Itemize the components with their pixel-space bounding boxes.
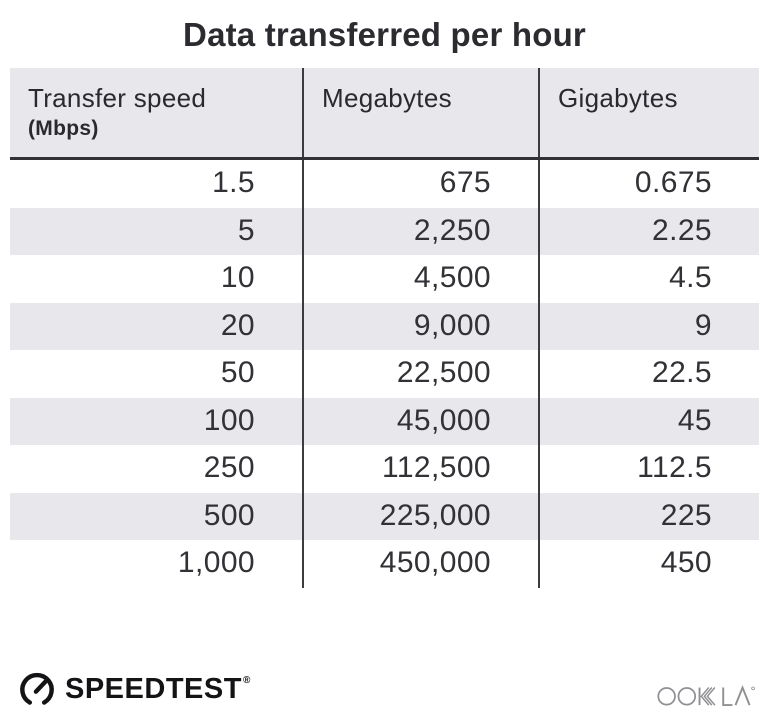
cell-gigabytes: 112.5 [538,445,759,493]
header-cell-gigabytes: Gigabytes [538,68,759,157]
cell-mbps: 10 [220,261,255,294]
table-row: 50 22,500 22.5 [10,350,759,398]
cell-mbps: 250 [203,451,255,484]
data-table: Transfer speed (Mbps) Megabytes Gigabyte… [10,68,759,588]
table-row: 1,000 450,000 450 [10,540,759,588]
header-cell-megabytes: Megabytes [302,68,538,157]
table-row: 100 45,000 45 [10,397,759,445]
cell-megabytes: 22,500 [302,350,538,398]
speedtest-logo: SPEEDTEST® [18,670,250,708]
cell-mbps: 100 [203,403,255,437]
cell-gigabytes: 9 [538,302,759,350]
header-label-transfer-speed: Transfer speed [28,83,207,113]
page-title: Data transferred per hour [183,16,586,53]
cell-megabytes: 9,000 [302,302,538,350]
ookla-logo [657,683,757,708]
cell-megabytes: 2,250 [302,207,538,255]
cell-gigabytes: 225 [538,492,759,540]
cell-megabytes: 4,500 [302,255,538,303]
cell-gigabytes: 450 [538,540,759,588]
cell-mbps: 50 [220,356,255,389]
header-cell-transfer-speed: Transfer speed (Mbps) [10,68,302,157]
cell-megabytes: 112,500 [302,445,538,493]
cell-mbps: 1,000 [177,546,255,579]
table-row: 500 225,000 225 [10,492,759,540]
cell-megabytes: 45,000 [302,397,538,445]
table-row: 5 2,250 2.25 [10,207,759,255]
table-row: 1.5 675 0.675 [10,160,759,208]
cell-gigabytes: 4.5 [538,255,759,303]
speedtest-gauge-icon [20,672,54,705]
cell-gigabytes: 45 [538,397,759,445]
cell-mbps: 5 [237,213,255,247]
table-header-row: Transfer speed (Mbps) Megabytes Gigabyte… [10,68,759,160]
speedtest-registered-mark: ® [242,675,251,686]
cell-gigabytes: 2.25 [538,207,759,255]
table-row: 250 112,500 112.5 [10,445,759,493]
footer: SPEEDTEST® [0,663,769,713]
cell-mbps: 20 [220,308,255,342]
cell-megabytes: 675 [302,160,538,208]
cell-megabytes: 450,000 [302,540,538,588]
header-sublabel-mbps: (Mbps) [28,117,99,140]
table-body: 1.5 675 0.675 5 2,250 2.25 10 4,500 4.5 … [10,160,759,588]
cell-gigabytes: 0.675 [538,160,759,208]
cell-mbps: 500 [203,498,255,532]
cell-gigabytes: 22.5 [538,350,759,398]
cell-megabytes: 225,000 [302,492,538,540]
table-row: 10 4,500 4.5 [10,255,759,303]
speedtest-wordmark: SPEEDTEST® [65,673,251,705]
table-row: 20 9,000 9 [10,302,759,350]
ookla-wordmark-icon [657,684,755,707]
cell-mbps: 1.5 [212,166,255,199]
